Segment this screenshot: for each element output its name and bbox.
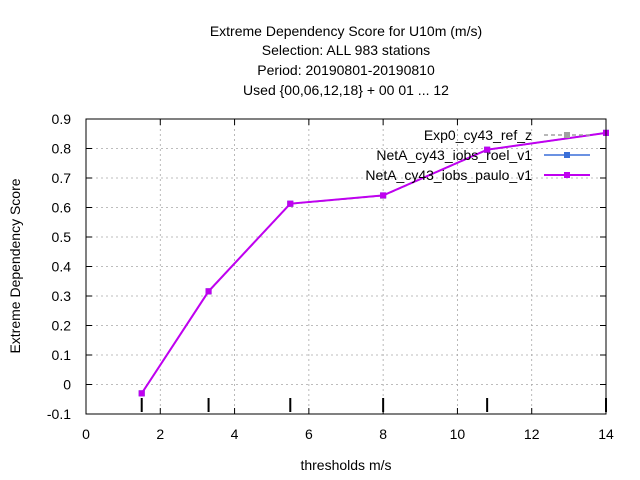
y-tick-label: 0 [63,377,71,393]
x-tick-label: 12 [524,426,540,442]
y-tick-label: 0.1 [52,347,72,363]
chart-title-line-2: Selection: ALL 983 stations [262,42,430,58]
legend: Exp0_cy43_ref_z NetA_cy43_iobs_roel_v1 Net… [365,127,590,183]
plot-frame [85,118,607,415]
legend-swatch-marker [564,132,570,138]
x-axis-label: thresholds m/s [300,457,391,473]
x-tick-label: 8 [379,426,387,442]
legend-label: Exp0_cy43_ref_z [424,127,532,143]
y-tick-label: 0.4 [52,259,72,275]
legend-label: NetA_cy43_iobs_paulo_v1 [365,167,532,183]
data-point [205,288,212,295]
x-tick-label: 4 [231,426,239,442]
data-point [287,200,294,207]
ticks: -0.1 0 0.1 0.2 0.3 0.4 0.5 0.6 0.7 0.8 0.9 0 2 4 6 8 10 1… [47,111,614,442]
y-tick-label: 0.3 [52,288,72,304]
data-point [484,146,491,153]
series-line [140,131,607,394]
x-tick-label: 0 [82,426,90,442]
x-tick-label: 2 [156,426,164,442]
x-tick-label: 14 [598,426,614,442]
data-point [138,390,145,397]
chart-title-line-4: Used {00,06,12,18} + 00 01 ... 12 [243,82,449,98]
y-tick-label: 0.5 [52,229,72,245]
data-point [380,192,387,199]
x-tick-label: 10 [450,426,466,442]
chart-title: Extreme Dependency Score for U10m (m/s) … [210,23,482,98]
y-tick-label: 0.6 [52,200,72,216]
threshold-markers [140,398,607,412]
y-tick-label: 0.7 [52,170,72,186]
legend-swatch-marker [564,172,570,178]
y-axis-label: Extreme Dependency Score [7,178,23,353]
chart-title-line-3: Period: 20190801-20190810 [257,62,435,78]
chart-title-line-1: Extreme Dependency Score for U10m (m/s) [210,23,482,39]
y-tick-label: -0.1 [47,406,71,422]
y-tick-label: 0.9 [52,111,72,127]
grid [86,119,606,414]
legend-swatch-marker [564,152,570,158]
y-tick-label: 0.2 [52,318,72,334]
y-tick-label: 0.8 [52,141,72,157]
legend-label: NetA_cy43_iobs_roel_v1 [376,147,532,163]
x-tick-label: 6 [305,426,313,442]
